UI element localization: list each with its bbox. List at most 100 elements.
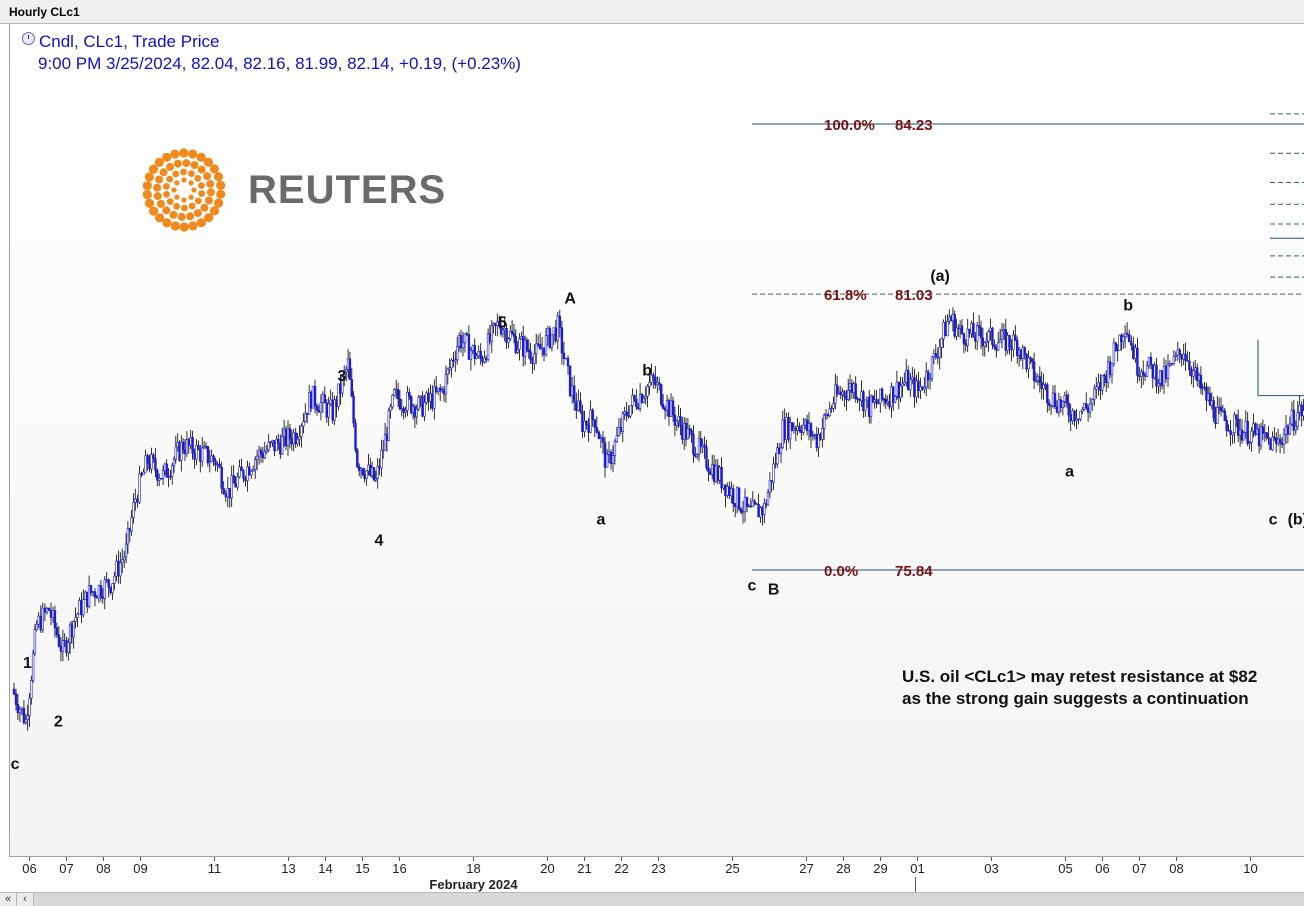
candle-body xyxy=(1221,410,1225,412)
candle-body xyxy=(830,407,833,410)
candle-body xyxy=(1055,406,1059,413)
candle-body xyxy=(1208,393,1212,406)
candle-body xyxy=(1176,349,1180,356)
candle-body xyxy=(49,610,53,618)
candle-body xyxy=(802,424,805,433)
candle-body xyxy=(12,688,16,695)
candle-body xyxy=(383,433,387,451)
candle-body xyxy=(454,359,457,362)
candle-body xyxy=(72,621,75,638)
candle-body xyxy=(548,328,552,348)
logo-dot xyxy=(204,213,214,223)
candle-body xyxy=(1248,442,1251,445)
candle-body xyxy=(483,357,486,363)
candle-body xyxy=(400,408,403,410)
candle-body xyxy=(22,707,26,724)
candle-body xyxy=(30,680,33,699)
candle-body xyxy=(644,396,647,399)
candle-body xyxy=(409,396,413,413)
candle-body xyxy=(657,382,661,385)
candle-body xyxy=(776,447,779,465)
candle-body xyxy=(172,458,176,466)
candle-body xyxy=(1027,357,1030,370)
candle-body xyxy=(964,343,968,346)
candle-body xyxy=(43,607,47,613)
candle-body xyxy=(722,484,725,489)
candle-body xyxy=(932,353,936,358)
candle-body xyxy=(895,381,899,397)
candle-body xyxy=(385,433,389,441)
wave-label-1: 1 xyxy=(23,655,32,672)
candle-body xyxy=(996,342,1000,351)
candle-body xyxy=(1269,438,1272,451)
candle-body xyxy=(703,444,706,448)
candle-body xyxy=(124,543,128,558)
candle-body xyxy=(875,399,878,404)
candle-body xyxy=(544,335,548,356)
wave-label-2: 2 xyxy=(54,713,63,730)
candle-body xyxy=(824,414,828,416)
candle-body xyxy=(728,486,731,496)
candle-body xyxy=(389,406,392,411)
candle-body xyxy=(53,610,57,628)
candle-body xyxy=(1015,339,1019,356)
logo-dot xyxy=(172,170,180,178)
candle-body xyxy=(431,393,434,409)
scroll-left-icon[interactable]: ‹ xyxy=(17,893,34,906)
candle-body xyxy=(1257,428,1261,447)
candle-body xyxy=(396,388,400,400)
logo-dot xyxy=(216,189,226,199)
candle-body xyxy=(613,441,617,456)
candle-body xyxy=(652,374,655,378)
candle-body xyxy=(230,475,233,499)
logo-dot xyxy=(169,210,178,219)
candle-body xyxy=(1190,369,1193,377)
candle-body xyxy=(755,503,758,505)
candle-body xyxy=(942,321,945,340)
candle-body xyxy=(597,431,601,440)
price-chart[interactable]: 100.0% 84.23 61.8% 81.03 0.0% 75.84 c 1 2 3 4 5 Aa b… xyxy=(10,24,1304,856)
candle-body xyxy=(1136,347,1139,376)
candle-body xyxy=(538,344,542,350)
candle-body xyxy=(1083,403,1086,410)
candle-body xyxy=(552,327,556,335)
candle-body xyxy=(103,579,107,599)
candle-body xyxy=(26,715,29,720)
logo-dot xyxy=(188,180,194,186)
candle-body xyxy=(936,356,940,359)
fib-level-price-0: 84.23 xyxy=(895,117,933,134)
candle-body xyxy=(240,466,243,471)
logo-dot xyxy=(214,198,224,208)
candle-body xyxy=(917,380,920,391)
candle-body xyxy=(41,607,44,631)
candle-body xyxy=(1296,412,1299,427)
logo-dot xyxy=(174,180,180,186)
candle-body xyxy=(686,428,690,440)
time-axis[interactable]: 06 07 08 09 11 13 14 15 16 18 20 21 22 23 25 27 28 29 01 03… xyxy=(9,856,1304,893)
wave-label-14: c xyxy=(1269,511,1278,528)
candle-body xyxy=(174,446,177,460)
candle-body xyxy=(1259,426,1263,447)
candle-body xyxy=(822,415,826,429)
candle-body xyxy=(1073,410,1076,422)
candle-body xyxy=(387,410,390,441)
candle-body xyxy=(695,454,699,457)
x-tick-label-24: 10 xyxy=(1243,861,1257,876)
candle-body xyxy=(99,585,103,598)
candle-body xyxy=(550,334,554,348)
candle-body xyxy=(850,383,854,393)
candle-body xyxy=(983,342,987,347)
candle-body xyxy=(1151,364,1155,379)
logo-dot xyxy=(206,179,215,188)
scroll-first-icon[interactable]: « xyxy=(0,893,17,906)
horizontal-scrollbar[interactable]: « ‹ xyxy=(0,892,1304,906)
candle-body xyxy=(1180,354,1183,360)
candle-body xyxy=(234,482,237,488)
candle-body xyxy=(344,368,348,373)
reuters-logo: REUTERS xyxy=(136,142,446,238)
candle-body xyxy=(533,353,536,364)
candle-body xyxy=(497,321,501,327)
candle-body xyxy=(111,583,114,594)
time-axis-svg: 06 07 08 09 11 13 14 15 16 18 20 21 22 23 25 27 28 29 01 03… xyxy=(22,857,1258,893)
